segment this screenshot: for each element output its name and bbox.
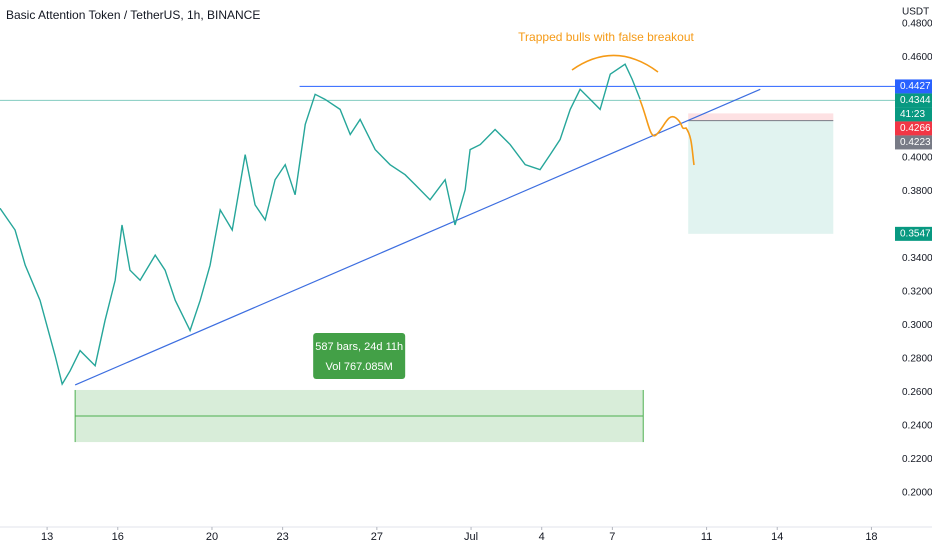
- price-line-series: [0, 63, 641, 386]
- countdown-label: 41:23: [900, 109, 925, 120]
- y-tick-label: 0.2400: [902, 421, 932, 432]
- range-label-box: [313, 333, 406, 379]
- x-tick-label: 18: [865, 531, 877, 543]
- stop-zone: [688, 113, 834, 121]
- price-tag-label: 0.4427: [900, 81, 931, 92]
- y-tick-label: 0.3800: [902, 186, 932, 197]
- arc-drawing: [571, 54, 659, 73]
- price-tag-label: 0.4266: [900, 123, 931, 134]
- price-tag-label: 0.4344: [900, 95, 931, 106]
- trendline: [74, 88, 761, 386]
- y-tick-label: 0.4000: [902, 153, 932, 164]
- price-tag: [895, 93, 932, 108]
- x-tick-label: 27: [371, 531, 383, 543]
- x-tick-label: 14: [771, 531, 783, 543]
- x-tick-label: 4: [539, 531, 545, 543]
- range-label: 587 bars, 24d 11h: [315, 341, 403, 353]
- x-tick-label: 13: [41, 531, 53, 543]
- axis-unit: USDT: [902, 7, 929, 18]
- y-tick-label: 0.2000: [902, 488, 932, 499]
- x-tick-label: 23: [277, 531, 289, 543]
- range-label: Vol 767.085M: [326, 361, 393, 373]
- y-tick-label: 0.2200: [902, 454, 932, 465]
- countdown-tag: [895, 107, 932, 122]
- annotation: Trapped bulls with false breakout: [518, 30, 694, 44]
- y-tick-label: 0.3400: [902, 253, 932, 264]
- price-tag-label: 0.4223: [900, 137, 931, 148]
- x-tick-label: 16: [112, 531, 124, 543]
- target-zone: [688, 120, 834, 234]
- y-tick-label: 0.3200: [902, 287, 932, 298]
- y-tick-label: 0.4800: [902, 19, 932, 30]
- x-tick-label: 20: [206, 531, 218, 543]
- price-tag: [895, 135, 932, 150]
- x-tick-label: 11: [701, 531, 712, 543]
- y-tick-label: 0.2600: [902, 387, 932, 398]
- price-tag: [895, 121, 932, 136]
- y-tick-label: 0.3000: [902, 320, 932, 331]
- x-tick-label: 7: [609, 531, 615, 543]
- y-tick-label: 0.2800: [902, 354, 932, 365]
- x-tick-label: Jul: [464, 531, 478, 543]
- price-tag: [895, 226, 932, 241]
- projection-drawing: [639, 99, 695, 166]
- chart-title: Basic Attention Token / TetherUS, 1h, BI…: [6, 8, 260, 22]
- price-tag: [895, 79, 932, 94]
- y-tick-label: 0.4600: [902, 52, 932, 63]
- price-tag-label: 0.3547: [900, 228, 931, 239]
